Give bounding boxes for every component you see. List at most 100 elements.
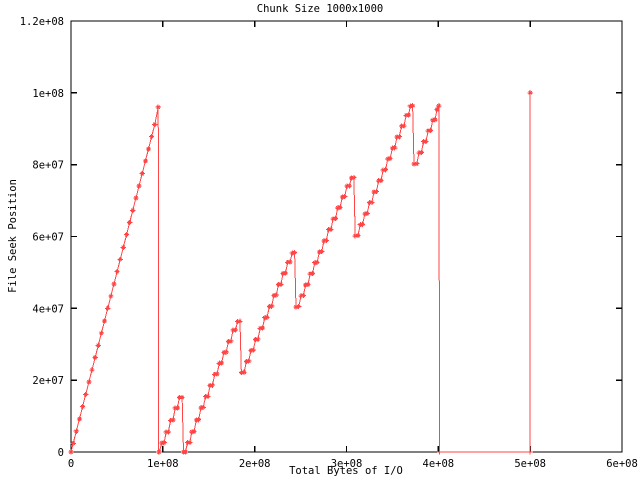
data-point-marker bbox=[305, 282, 311, 288]
data-point-marker bbox=[410, 103, 416, 109]
y-axis-ticks bbox=[71, 20, 622, 453]
data-point-marker bbox=[182, 449, 188, 455]
data-point-marker bbox=[170, 417, 176, 423]
data-point-marker bbox=[223, 349, 229, 355]
data-point-marker bbox=[369, 199, 375, 205]
data-point-marker bbox=[527, 90, 533, 96]
data-point-marker bbox=[287, 259, 293, 265]
data-point-marker bbox=[205, 393, 211, 399]
x-tick-label: 2e+08 bbox=[239, 458, 271, 470]
data-point-marker bbox=[83, 391, 89, 398]
data-point-marker bbox=[161, 440, 167, 446]
data-point-marker bbox=[232, 327, 238, 333]
data-point-marker bbox=[139, 171, 145, 177]
y-tick-label: 1.2e+08 bbox=[20, 16, 64, 28]
data-point-marker bbox=[209, 382, 216, 388]
data-point-marker bbox=[136, 183, 142, 189]
data-point-marker bbox=[269, 303, 275, 309]
data-point-marker bbox=[378, 177, 384, 184]
data-point-marker bbox=[73, 428, 79, 434]
data-point-marker bbox=[127, 219, 133, 226]
x-tick-label: 1e+08 bbox=[147, 458, 179, 470]
y-axis-tick-labels: 0 2e+07 4e+07 6e+07 8e+07 1e+08 1.2e+08 bbox=[20, 16, 64, 459]
data-point-marker bbox=[70, 440, 76, 446]
data-point-marker bbox=[98, 330, 104, 336]
data-point-marker bbox=[101, 318, 108, 324]
data-point-marker bbox=[228, 338, 234, 344]
data-point-marker bbox=[250, 347, 256, 353]
data-point-marker bbox=[346, 183, 352, 189]
data-point-marker bbox=[342, 194, 348, 200]
data-point-marker bbox=[423, 138, 429, 144]
data-point-marker bbox=[332, 215, 339, 222]
data-point-marker bbox=[241, 369, 247, 375]
x-axis-tick-labels: 0 1e+08 2e+08 3e+08 4e+08 5e+08 6e+08 bbox=[68, 458, 638, 470]
data-point-marker bbox=[309, 270, 316, 277]
data-point-marker bbox=[434, 106, 440, 112]
data-point-marker bbox=[359, 221, 366, 227]
data-point-marker bbox=[200, 404, 206, 411]
data-point-marker bbox=[114, 269, 120, 275]
data-point-marker bbox=[123, 232, 130, 238]
data-point-marker bbox=[436, 103, 442, 109]
data-markers-group bbox=[68, 90, 533, 455]
data-point-marker bbox=[187, 439, 193, 445]
data-point-marker bbox=[351, 174, 357, 181]
data-point-marker bbox=[191, 428, 197, 435]
data-point-marker bbox=[145, 146, 152, 152]
data-point-marker bbox=[149, 134, 155, 140]
data-point-marker bbox=[76, 416, 83, 422]
data-point-marker bbox=[405, 112, 412, 118]
data-point-marker bbox=[237, 318, 243, 324]
data-point-marker bbox=[246, 358, 252, 364]
data-point-marker bbox=[373, 189, 379, 195]
y-tick-label: 2e+07 bbox=[32, 375, 64, 387]
x-tick-label: 3e+08 bbox=[331, 458, 363, 470]
data-point-marker bbox=[152, 121, 158, 128]
data-point-marker bbox=[179, 394, 185, 401]
data-point-marker bbox=[328, 226, 334, 232]
data-point-marker bbox=[382, 167, 389, 173]
data-point-marker bbox=[95, 342, 101, 348]
y-axis-label: File Seek Position bbox=[7, 179, 19, 293]
chart-title: Chunk Size 1000x1000 bbox=[257, 3, 383, 15]
data-point-marker bbox=[105, 305, 111, 311]
x-tick-label: 6e+08 bbox=[606, 458, 638, 470]
y-tick-label: 0 bbox=[58, 447, 64, 459]
data-point-marker bbox=[165, 429, 171, 435]
data-point-marker bbox=[418, 149, 424, 156]
data-point-marker bbox=[411, 161, 417, 167]
data-point-marker bbox=[214, 371, 220, 377]
data-point-marker bbox=[319, 248, 325, 255]
data-point-marker bbox=[273, 292, 279, 298]
data-point-marker bbox=[68, 449, 74, 455]
data-point-marker bbox=[117, 256, 123, 263]
data-point-marker bbox=[120, 244, 126, 250]
data-point-marker bbox=[278, 281, 284, 287]
x-tick-label: 5e+08 bbox=[514, 458, 546, 470]
data-point-marker bbox=[79, 404, 86, 410]
data-point-marker bbox=[323, 237, 329, 244]
data-point-marker bbox=[108, 293, 114, 299]
data-point-marker bbox=[427, 127, 434, 134]
data-point-marker bbox=[392, 145, 398, 151]
data-point-marker bbox=[292, 250, 298, 256]
data-point-marker bbox=[364, 210, 370, 217]
data-point-marker bbox=[282, 270, 289, 276]
data-point-marker bbox=[314, 259, 320, 265]
data-point-marker bbox=[355, 232, 361, 239]
data-point-marker bbox=[255, 336, 261, 342]
data-point-marker bbox=[396, 134, 402, 140]
data-point-marker bbox=[432, 117, 438, 123]
data-point-marker bbox=[86, 379, 92, 385]
data-point-marker bbox=[527, 449, 533, 455]
data-point-marker bbox=[174, 405, 181, 411]
data-point-marker bbox=[130, 207, 136, 213]
data-point-marker bbox=[300, 292, 306, 299]
data-point-marker bbox=[414, 160, 420, 167]
data-point-marker bbox=[387, 155, 393, 162]
y-tick-label: 4e+07 bbox=[32, 303, 64, 315]
data-point-marker bbox=[264, 314, 270, 320]
